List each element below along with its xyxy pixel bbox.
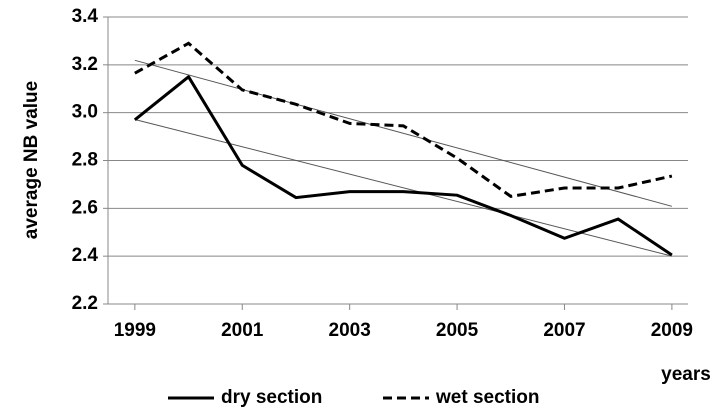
x-tick-label: 2007 [543, 320, 585, 341]
x-tick-label: 2003 [329, 320, 371, 341]
x-axis-label: years [661, 364, 711, 385]
series-line [134, 41, 673, 198]
y-tick-label: 3.4 [72, 6, 99, 27]
y-tick-label: 2.8 [72, 150, 98, 171]
x-tick-label: 2009 [651, 320, 693, 341]
y-tick-label: 2.6 [72, 197, 98, 218]
y-tick-label: 2.2 [72, 293, 98, 314]
series-line [133, 74, 673, 257]
y-tick-label: 3.2 [72, 54, 98, 75]
y-tick-label: 2.4 [72, 245, 99, 266]
legend-label: dry section [221, 387, 322, 408]
trend-line [134, 59, 673, 207]
y-axis-label: average NB value [21, 81, 42, 239]
y-tick-label: 3.0 [72, 102, 98, 123]
x-tick-label: 2001 [221, 320, 264, 341]
x-tick-label: 1999 [114, 320, 156, 341]
x-tick-label: 2005 [436, 320, 479, 341]
legend-label: wet section [435, 387, 539, 408]
